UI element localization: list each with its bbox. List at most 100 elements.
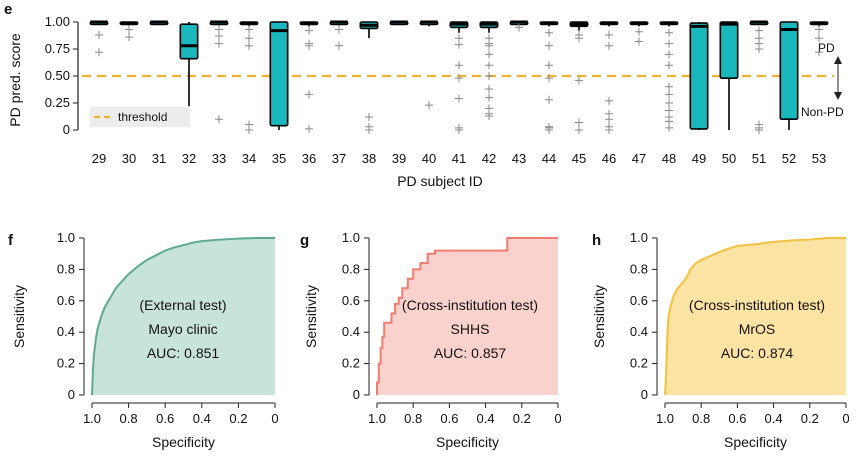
roc-area-fill (92, 238, 275, 395)
outlier-point (545, 28, 553, 37)
subject-box-41 (449, 21, 469, 134)
x-tick-label-41: 41 (452, 151, 466, 166)
roc-annotation-line: (Cross-institution test) (689, 297, 825, 313)
subject-box-43 (509, 20, 529, 32)
non-pd-label: Non-PD (801, 105, 844, 119)
roc-y-tick-label: 1.0 (630, 230, 648, 245)
outlier-point (335, 25, 343, 34)
box-iqr (779, 21, 799, 120)
panel-h-roc: h 0 0.2 0.4 0.6 0.8 1.0 1.0 0.8 0.6 0.4 0.2 0 Specif… (591, 230, 850, 450)
threshold-legend-label: threshold (118, 110, 167, 124)
e-y-tick-label: 0 (63, 122, 70, 137)
outlier-point (125, 25, 133, 34)
x-tick-label-30: 30 (122, 151, 136, 166)
outlier-point (755, 126, 763, 134)
roc-x-tick-label: 0 (554, 411, 561, 426)
threshold-legend-box (90, 107, 190, 127)
roc-x-tick-label: 1.0 (656, 411, 674, 426)
roc-annotation-line: (Cross-institution test) (402, 297, 538, 313)
roc-curve-line (376, 237, 558, 395)
roc-y-tick-label: 0.2 (630, 356, 648, 371)
outlier-point (545, 41, 553, 50)
outlier-point (125, 33, 133, 42)
subject-box-37 (329, 20, 349, 50)
outlier-point (545, 95, 553, 104)
outlier-point (575, 34, 583, 43)
roc-area-fill (377, 238, 558, 395)
outlier-point (605, 41, 613, 50)
e-y-tick-label: 1.00 (45, 14, 70, 29)
subject-box-49 (689, 22, 709, 130)
subject-box-47 (629, 21, 649, 46)
roc-x-tick-label: 1.0 (368, 411, 386, 426)
outlier-point (575, 118, 583, 127)
panel-letter-f: f (8, 232, 14, 249)
outlier-point (95, 48, 103, 57)
outlier-point (455, 61, 463, 70)
subject-box-42 (479, 21, 499, 120)
roc-y-tick-label: 0.6 (342, 293, 360, 308)
outlier-point (305, 26, 313, 35)
outlier-point (215, 39, 223, 48)
outlier-point (245, 34, 253, 43)
roc-annotation-line: (External test) (139, 297, 226, 313)
x-tick-label-50: 50 (722, 151, 736, 166)
outlier-point (665, 39, 673, 48)
subject-box-36 (299, 21, 319, 133)
outlier-point (665, 90, 673, 99)
outlier-point (665, 99, 673, 107)
roc-area-fill (665, 238, 846, 395)
outlier-point (305, 124, 313, 133)
box-iqr (269, 21, 289, 127)
outlier-point (545, 61, 553, 70)
roc-x-tick-label: 0.8 (692, 411, 710, 426)
outlier-point (455, 74, 463, 83)
outlier-point (485, 72, 493, 80)
subject-box-30 (119, 21, 139, 42)
outlier-point (485, 93, 493, 102)
outlier-point (575, 126, 583, 134)
roc-x-tick-label: 1.0 (83, 411, 101, 426)
x-tick-label-46: 46 (602, 151, 616, 166)
subject-box-38 (359, 21, 379, 134)
outlier-point (815, 34, 823, 43)
outlier-point (245, 25, 253, 34)
panel-letter-e: e (4, 1, 12, 18)
roc-x-tick-label: 0.6 (156, 411, 174, 426)
roc-y-axis-label: Sensitivity (11, 285, 27, 348)
outlier-point (215, 32, 223, 41)
subject-box-33 (209, 20, 229, 124)
roc-y-tick-label: 0.4 (342, 324, 360, 339)
subject-box-32 (179, 22, 199, 107)
subject-box-46 (599, 21, 619, 134)
roc-y-tick-label: 0.6 (630, 293, 648, 308)
outlier-point (515, 23, 523, 32)
outlier-point (95, 30, 103, 39)
roc-x-tick-label: 0.2 (801, 411, 819, 426)
e-y-axis-label: PD pred. score (7, 33, 23, 127)
subject-box-29 (89, 20, 109, 57)
outlier-point (545, 74, 553, 83)
outlier-point (665, 123, 673, 132)
roc-y-tick-label: 0.6 (57, 293, 75, 308)
panel-f-roc: f 0 0.2 0.4 0.6 0.8 1.0 1.0 0.8 0.6 0.4 0.2 0 Specif… (8, 230, 279, 450)
roc-y-tick-label: 0.8 (342, 261, 360, 276)
subject-box-39 (389, 20, 409, 26)
roc-y-axis-label: Sensitivity (591, 285, 607, 348)
subject-box-48 (659, 21, 679, 132)
panel-g-roc: g 0 0.2 0.4 0.6 0.8 1.0 1.0 0.8 0.6 0.4 0.2 0 Specif… (300, 230, 562, 450)
x-tick-label-37: 37 (332, 151, 346, 166)
roc-x-tick-label: 0 (271, 411, 278, 426)
box-iqr (689, 22, 709, 130)
outlier-point (245, 41, 253, 50)
roc-y-tick-label: 0.2 (342, 356, 360, 371)
box-iqr (719, 21, 739, 79)
x-tick-label-38: 38 (362, 151, 376, 166)
x-tick-label-33: 33 (212, 151, 226, 166)
subject-box-45 (569, 21, 589, 134)
roc-annotation-line: AUC: 0.874 (721, 345, 794, 361)
outlier-point (575, 76, 583, 85)
outlier-point (755, 26, 763, 35)
x-tick-label-29: 29 (92, 151, 106, 166)
